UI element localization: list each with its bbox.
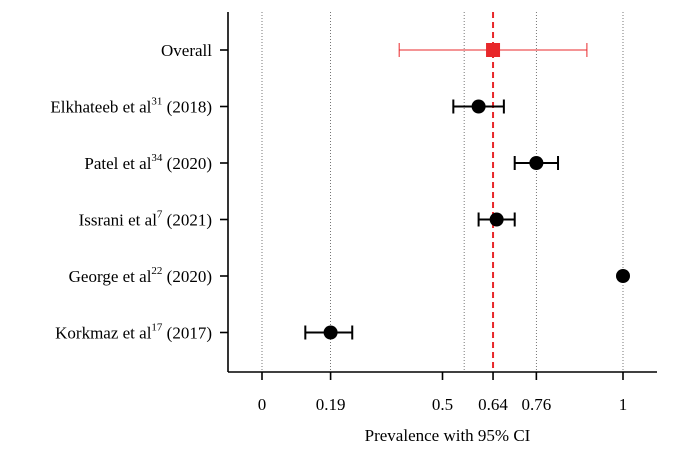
row-label-superscript: 17 [151,322,163,334]
estimate-marker [323,325,338,340]
study-row: George et al22 (2020) [69,265,630,286]
row-label: Patel et al34 (2020) [84,152,212,173]
row-label-year: (2018) [162,98,212,117]
row-label-year: (2017) [162,324,212,343]
estimate-marker [486,43,501,57]
row-label-superscript: 31 [151,96,162,108]
x-tick-label: 0.64 [478,395,508,414]
x-tick-label: 0.5 [432,395,453,414]
row-label-year: (2020) [162,154,212,173]
estimate-marker [529,156,544,170]
row-label: George et al22 (2020) [69,265,212,286]
row-label-superscript: 22 [151,265,162,277]
row-label: Elkhateeb et al31 (2018) [50,96,212,117]
axes [227,12,657,373]
row-label-superscript: 7 [157,209,163,221]
row-label-name: Elkhateeb et al [50,98,151,117]
estimate-marker [489,212,504,227]
row-label: Issrani et al7 (2021) [79,209,212,230]
overall-row: Overall [161,41,588,60]
x-tick-label: 1 [619,395,628,414]
row-label-year: (2021) [162,211,212,230]
row-label-name: Overall [161,41,212,60]
reference-lines [261,12,624,372]
x-tick-label: 0.19 [316,395,346,414]
row-label: Overall [161,41,212,60]
row-label-name: Korkmaz et al [55,324,152,343]
row-label-name: Issrani et al [79,211,158,230]
study-row: Elkhateeb et al31 (2018) [50,96,505,117]
row-label-name: Patel et al [84,154,151,173]
study-row: Korkmaz et al17 (2017) [55,322,354,343]
estimate-marker [616,269,630,283]
x-axis-ticks: 0 0.19 0.5 0.64 0.76 1 [258,372,628,414]
row-label-year: (2020) [162,267,212,286]
row-label-name: George et al [69,267,152,286]
row-label-superscript: 34 [151,152,163,164]
study-row: Patel et al34 (2020) [84,152,560,173]
study-rows: Overall Elkhateeb et al31 (2018) Patel et … [50,41,630,343]
estimate-marker [471,99,486,114]
x-axis-title: Prevalence with 95% CI [365,426,531,445]
x-tick-label: 0 [258,395,267,414]
study-row: Issrani et al7 (2021) [79,209,516,230]
row-label: Korkmaz et al17 (2017) [55,322,212,343]
x-tick-label: 0.76 [521,395,551,414]
